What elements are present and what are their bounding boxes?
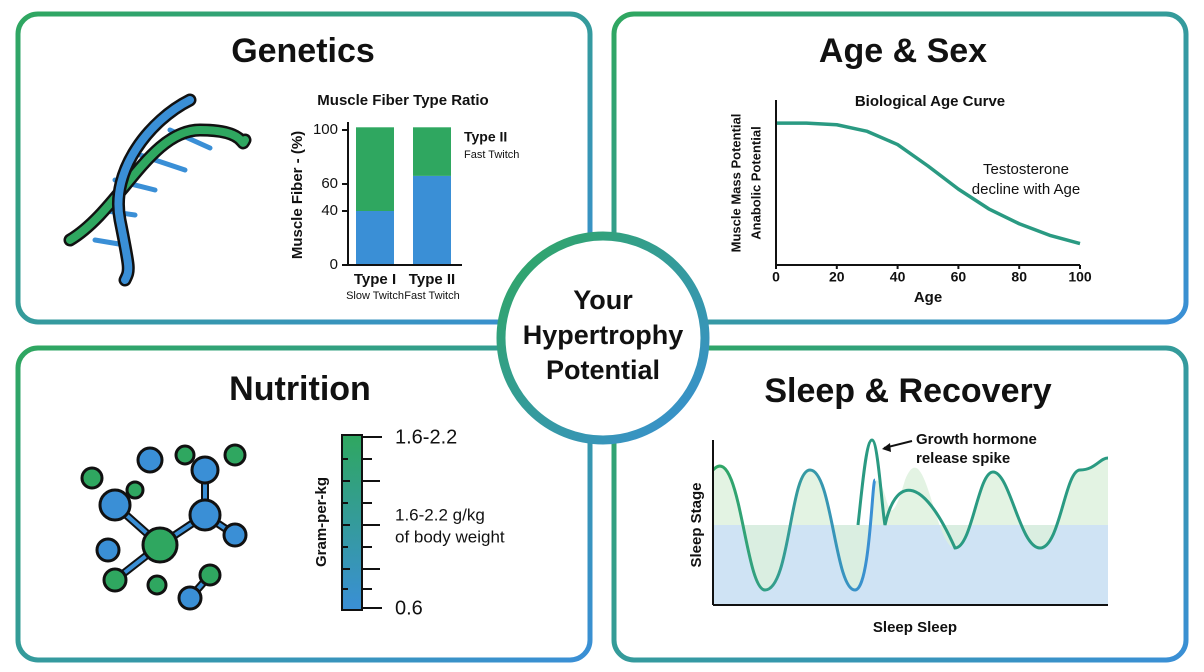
chart-title: Biological Age Curve bbox=[855, 93, 1005, 110]
annotation: Growth hormone bbox=[916, 431, 1037, 448]
x-tick-label: Type I bbox=[354, 271, 396, 288]
curve bbox=[776, 121, 1081, 246]
axis-label: Sleep Sleep bbox=[873, 619, 957, 636]
x-tick-sublabel: Fast Twitch bbox=[404, 290, 459, 302]
y-tick-label: 100 bbox=[313, 121, 338, 138]
y-tick-label: 0 bbox=[330, 256, 338, 273]
y-tick-label: 40 bbox=[321, 202, 338, 219]
axis-label: Anabolic Potential bbox=[748, 126, 763, 239]
sleep-wave bbox=[711, 464, 877, 592]
panel-title: Genetics bbox=[231, 32, 375, 70]
x-tick-label: 0 bbox=[772, 269, 780, 285]
center-text: Hypertrophy bbox=[523, 320, 684, 350]
axis-label: Gram-per-kg bbox=[313, 477, 330, 567]
chart-title: Muscle Fiber Type Ratio bbox=[317, 92, 488, 109]
protein-scale bbox=[341, 434, 363, 611]
dna-icon bbox=[63, 93, 252, 287]
arrow-head bbox=[882, 443, 891, 452]
scale-label: of body weight bbox=[395, 527, 505, 546]
panel-title: Age & Sex bbox=[819, 32, 987, 70]
y-tick-label: 60 bbox=[321, 175, 338, 192]
bar-segment bbox=[356, 127, 394, 211]
annotation: release spike bbox=[916, 450, 1010, 467]
x-tick-label: 100 bbox=[1068, 269, 1092, 285]
panel-frames bbox=[15, 11, 1189, 663]
x-tick-label: 20 bbox=[829, 269, 845, 285]
scale-label: 1.6-2.2 bbox=[395, 426, 457, 448]
axis-label: Age bbox=[914, 289, 942, 306]
x-tick-label: 60 bbox=[951, 269, 967, 285]
x-tick-label: Type II bbox=[409, 271, 455, 288]
bar-segment bbox=[413, 127, 451, 176]
scale-label: 1.6-2.2 g/kg bbox=[395, 505, 485, 524]
bar-segment bbox=[413, 175, 451, 265]
scale-label: 0.6 bbox=[395, 597, 423, 619]
legend-sublabel: Fast Twitch bbox=[464, 149, 519, 161]
bar-segment bbox=[356, 211, 394, 265]
x-tick-label: 40 bbox=[890, 269, 906, 285]
light-sleep-area bbox=[713, 458, 1108, 590]
annotation: Testosterone bbox=[983, 161, 1069, 178]
axis-label: Muscle Mass Potential bbox=[728, 114, 743, 253]
annotation: decline with Age bbox=[972, 181, 1080, 198]
molecule-icon bbox=[80, 443, 248, 611]
center-circle bbox=[496, 231, 710, 445]
x-tick-sublabel: Slow Twitch bbox=[346, 290, 404, 302]
sleep-wave bbox=[856, 438, 1109, 550]
axis-label: Muscle Fiber - (%) bbox=[289, 131, 306, 259]
legend-label: Type II bbox=[464, 129, 507, 145]
center-text: Your bbox=[573, 285, 633, 315]
panel-title: Nutrition bbox=[229, 370, 371, 408]
center-text: Potential bbox=[546, 355, 660, 385]
panel-title: Sleep & Recovery bbox=[764, 372, 1051, 410]
scale-ticks bbox=[342, 436, 382, 609]
axis-label: Sleep Stage bbox=[688, 482, 705, 567]
x-tick-label: 80 bbox=[1011, 269, 1027, 285]
